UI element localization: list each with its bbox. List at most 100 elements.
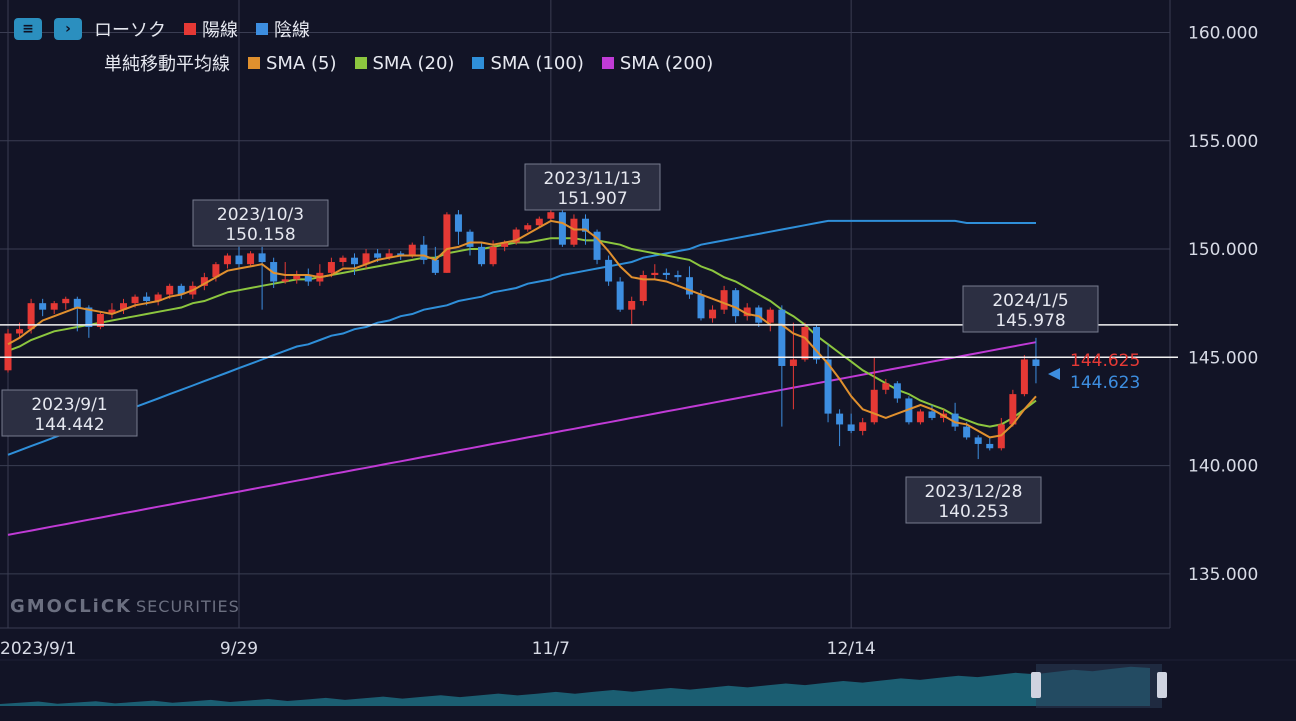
legend-up-swatch <box>184 23 196 35</box>
chevron-right-icon[interactable]: › <box>54 18 82 40</box>
candle-body <box>212 264 220 278</box>
last-price-marker <box>1048 368 1060 380</box>
candle-body <box>974 437 982 444</box>
candle-body <box>1009 394 1017 425</box>
sma200-line <box>7 341 1037 536</box>
candle-body <box>893 383 901 399</box>
candle-body <box>143 296 151 302</box>
candle-body <box>362 253 370 265</box>
candle-body <box>674 275 682 278</box>
annotation-value: 140.253 <box>938 502 1008 522</box>
annotation-box <box>962 285 1099 333</box>
legend-up-label: 陽線 <box>202 20 238 41</box>
candle-body <box>859 422 867 431</box>
annotation-box <box>1 389 138 437</box>
y-tick-label: 140.000 <box>1188 457 1258 477</box>
navigator-handle-right[interactable] <box>1157 672 1167 698</box>
candle-body <box>651 272 659 276</box>
x-tick-label: 2023/9/1 <box>0 639 76 659</box>
candle-body <box>1020 359 1028 395</box>
candle-body <box>512 229 520 243</box>
candle-body <box>431 259 439 273</box>
candle-body <box>154 294 162 302</box>
candle-body <box>963 426 971 438</box>
candle-body <box>847 424 855 431</box>
y-tick-label: 160.000 <box>1188 23 1258 43</box>
candle-body <box>281 279 289 282</box>
candle-body <box>247 253 255 265</box>
annotation-date: 2023/11/13 <box>544 169 642 189</box>
candle-body <box>997 424 1005 449</box>
candle-body <box>339 257 347 263</box>
candle-body <box>824 359 832 414</box>
candle-body <box>916 411 924 423</box>
price-label-down: 144.623 <box>1070 373 1140 393</box>
navigator-window <box>1036 664 1162 708</box>
legend-sma200-label: SMA (200) <box>619 52 714 74</box>
candle-body <box>62 298 70 304</box>
candle-body <box>374 253 382 258</box>
candle-body <box>605 259 613 282</box>
candle-body <box>385 253 393 258</box>
candle-body <box>501 242 509 247</box>
candle-body <box>108 309 116 314</box>
annotation-value: 151.907 <box>557 189 627 209</box>
candle-body <box>813 326 820 360</box>
candle-body <box>928 411 936 418</box>
candle-body <box>200 277 208 286</box>
annotation-date: 2023/12/28 <box>925 482 1023 502</box>
candle-body <box>39 303 47 310</box>
navigator-area <box>0 666 1150 706</box>
legend-sma20-swatch <box>354 57 367 69</box>
candle-body <box>1032 359 1040 366</box>
annotation-date: 2023/10/3 <box>217 205 304 225</box>
candle-body <box>535 218 543 226</box>
candle-body <box>558 212 566 245</box>
comment-icon[interactable]: ≡ <box>14 18 42 40</box>
legend-sma5-swatch <box>248 57 260 69</box>
candle-body <box>639 275 647 302</box>
brand-watermark: GMOCLiCK SECURITIES <box>10 596 240 617</box>
navigator-handle-left[interactable] <box>1031 672 1041 698</box>
candle-body <box>732 290 740 317</box>
candle-body <box>547 212 555 219</box>
candle-body <box>789 359 797 366</box>
candle-body <box>177 285 185 295</box>
x-tick-label: 11/7 <box>532 639 570 659</box>
candle-body <box>755 307 763 323</box>
candle-body <box>478 246 486 265</box>
candle-body <box>50 303 58 310</box>
annotation-date: 2023/9/1 <box>31 395 107 415</box>
legend-down-swatch <box>256 23 268 35</box>
candle-body <box>524 225 532 230</box>
legend-row-sma: 単純移動平均線 SMA (5) SMA (20) SMA (100) SMA (… <box>104 50 713 76</box>
candle-body <box>293 275 301 280</box>
candle-body <box>223 255 231 265</box>
candle-body <box>408 244 416 256</box>
candle-body <box>466 231 474 247</box>
x-tick-label: 12/14 <box>827 639 876 659</box>
annotation-box <box>524 163 661 211</box>
sma20-line <box>7 237 1037 428</box>
candle-body <box>662 272 670 276</box>
candle-body <box>951 413 959 427</box>
candle-body <box>16 329 24 334</box>
candle-body <box>120 303 127 310</box>
legend-sma5-label: SMA (5) <box>266 52 337 74</box>
candle-body <box>27 303 35 330</box>
candle-body <box>327 262 335 273</box>
candle-body <box>85 307 93 327</box>
sma100-line <box>7 219 1036 456</box>
candle-body <box>593 231 601 260</box>
sma5-line <box>7 219 1037 439</box>
y-tick-label: 155.000 <box>1188 132 1258 152</box>
legend-sma200-swatch <box>601 57 614 69</box>
candle-body <box>166 285 174 295</box>
watermark-sub: SECURITIES <box>136 597 240 616</box>
candle-body <box>766 309 774 323</box>
annotation-value: 150.158 <box>225 225 295 245</box>
candle-body <box>720 290 728 310</box>
candle-body <box>397 253 405 256</box>
